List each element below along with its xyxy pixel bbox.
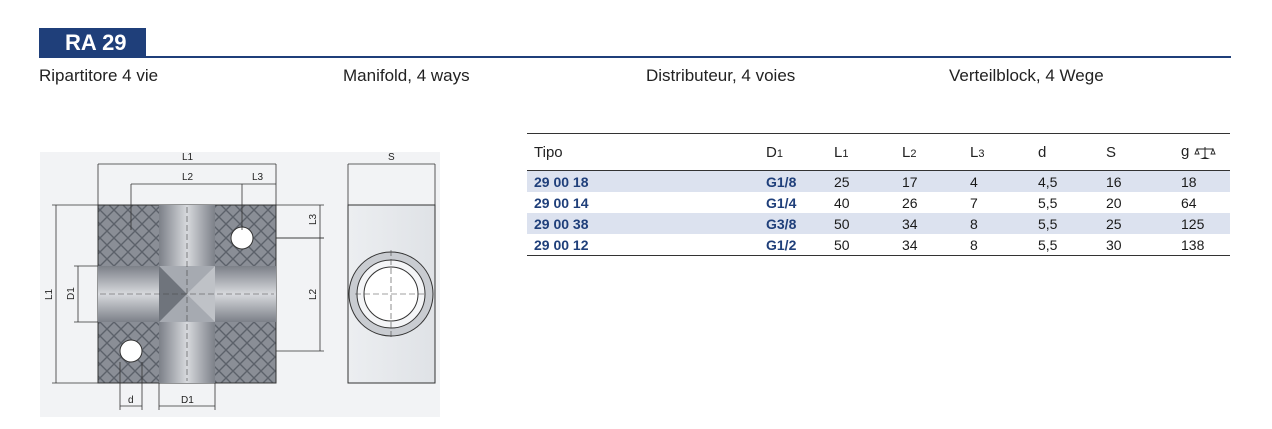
dim-label-l2-right: L2 xyxy=(308,288,319,300)
dim-label-l1-top: L1 xyxy=(182,152,194,163)
cell-l1: 50 xyxy=(834,215,850,232)
cell-d1: G1/2 xyxy=(766,236,797,253)
cell-l2: 26 xyxy=(902,194,918,211)
subtitle-it: Ripartitore 4 vie xyxy=(39,66,159,85)
dim-label-l2-top: L2 xyxy=(182,172,194,183)
header-rule xyxy=(39,56,1231,58)
dim-label-l1-left: L1 xyxy=(44,288,55,300)
table-row: 29 00 38 G3/8 50 34 8 5,5 25 125 xyxy=(527,213,1230,234)
col-header-g: g xyxy=(1174,134,1230,171)
cell-s: 30 xyxy=(1106,236,1122,253)
table-row: 29 00 12 G1/2 50 34 8 5,5 30 138 xyxy=(527,234,1230,256)
dim-label-d1-left: D1 xyxy=(66,287,77,300)
col-header-l3: L3 xyxy=(970,143,985,161)
front-dimensions xyxy=(52,163,324,410)
cell-l2: 17 xyxy=(902,173,918,190)
table-row: 29 00 18 G1/8 25 17 4 4,5 16 18 xyxy=(527,170,1230,192)
cell-d: 4,5 xyxy=(1038,173,1058,190)
col-header-tipo: Tipo xyxy=(534,143,563,161)
front-view xyxy=(97,204,277,384)
table-row: 29 00 14 G1/4 40 26 7 5,5 20 64 xyxy=(527,192,1230,213)
cell-s: 25 xyxy=(1106,215,1122,232)
cell-l3: 8 xyxy=(970,236,978,253)
scale-icon xyxy=(1193,146,1216,159)
cell-tipo: 29 00 12 xyxy=(534,236,589,253)
cell-d1: G1/4 xyxy=(766,194,797,211)
product-code: RA 29 xyxy=(65,29,127,55)
cell-l1: 25 xyxy=(834,173,850,190)
dim-label-d-bottom: d xyxy=(128,395,134,406)
col-header-l2: L2 xyxy=(902,143,917,161)
cell-g: 125 xyxy=(1181,215,1205,232)
side-dimensions xyxy=(347,163,436,205)
side-view xyxy=(347,204,436,384)
col-header-d1: D1 xyxy=(766,143,783,161)
col-header-s: S xyxy=(1106,143,1117,161)
dim-label-l3-top: L3 xyxy=(252,172,264,183)
product-code-badge: RA 29 xyxy=(39,28,146,57)
cell-l3: 4 xyxy=(970,173,978,190)
col-header-l1: L1 xyxy=(834,143,849,161)
spec-table: Tipo D1 L1 L2 L3 d S g 29 00 18 G1/8 xyxy=(527,133,1230,256)
cell-l2: 34 xyxy=(902,215,918,232)
cell-l3: 8 xyxy=(970,215,978,232)
cell-d: 5,5 xyxy=(1038,236,1058,253)
subtitle-de: Verteilblock, 4 Wege xyxy=(949,66,1104,85)
cell-g: 64 xyxy=(1181,194,1197,211)
cell-tipo: 29 00 18 xyxy=(534,173,589,190)
subtitle-fr: Distributeur, 4 voies xyxy=(646,66,796,85)
cell-tipo: 29 00 38 xyxy=(534,215,589,232)
cell-l1: 40 xyxy=(834,194,850,211)
cell-d: 5,5 xyxy=(1038,215,1058,232)
cell-l3: 7 xyxy=(970,194,978,211)
cell-l1: 50 xyxy=(834,236,850,253)
cell-s: 16 xyxy=(1106,173,1122,190)
cell-d1: G1/8 xyxy=(766,173,797,190)
cell-d1: G3/8 xyxy=(766,215,797,232)
cell-g: 18 xyxy=(1181,173,1197,190)
table-header-row: Tipo D1 L1 L2 L3 d S g xyxy=(527,133,1230,171)
cell-g: 138 xyxy=(1181,236,1205,253)
subtitle-en: Manifold, 4 ways xyxy=(343,66,470,85)
dim-label-l3-side: L3 xyxy=(308,213,319,225)
technical-drawing: L1 L2 L3 L3 L1 D1 L2 d D1 S xyxy=(40,152,440,417)
cell-s: 20 xyxy=(1106,194,1122,211)
col-header-d: d xyxy=(1038,143,1047,161)
dim-label-s-top: S xyxy=(388,152,395,163)
cell-l2: 34 xyxy=(902,236,918,253)
cell-d: 5,5 xyxy=(1038,194,1058,211)
dim-label-d1-bottom: D1 xyxy=(181,395,194,406)
cell-tipo: 29 00 14 xyxy=(534,194,589,211)
